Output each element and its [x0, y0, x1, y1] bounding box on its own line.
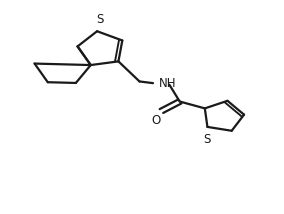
Text: S: S	[204, 133, 211, 146]
Text: S: S	[96, 13, 104, 26]
Text: NH: NH	[159, 77, 176, 90]
Text: O: O	[152, 114, 161, 127]
